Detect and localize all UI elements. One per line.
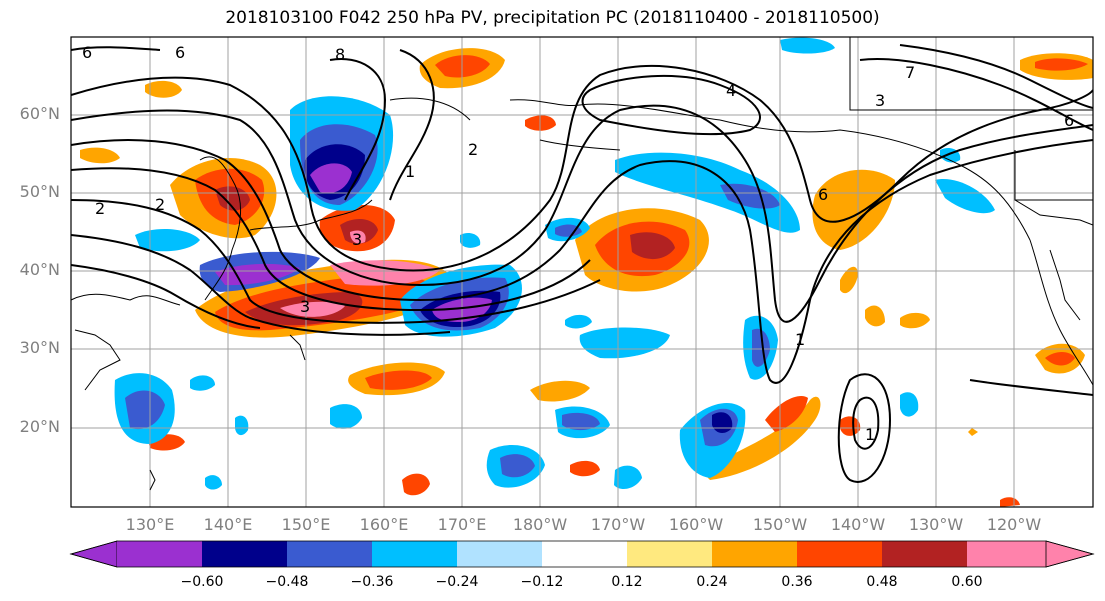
colorbar-tick: 0.24 bbox=[696, 574, 728, 590]
lon-label: 160°W bbox=[668, 515, 724, 534]
contour-labels: 6 8 1 2 3 4 6 6 1 2 3 3 1 2 7 6 bbox=[82, 43, 1074, 444]
lon-label: 180°W bbox=[512, 515, 568, 534]
contour-label: 7 bbox=[905, 63, 915, 82]
lon-label: 140°W bbox=[830, 515, 886, 534]
contour-label: 1 bbox=[795, 330, 805, 349]
lon-label: 170°W bbox=[590, 515, 646, 534]
lat-label: 60°N bbox=[19, 104, 60, 123]
colorbar-tick: −0.24 bbox=[435, 574, 479, 590]
lat-label: 30°N bbox=[19, 338, 60, 357]
lon-label: 150°W bbox=[752, 515, 808, 534]
coastlines bbox=[71, 37, 1093, 491]
colorbar-tick: −0.12 bbox=[520, 574, 564, 590]
colorbar-tick: −0.36 bbox=[350, 574, 394, 590]
lon-label: 130°W bbox=[908, 515, 964, 534]
lon-label: 150°E bbox=[281, 515, 331, 534]
lat-label: 20°N bbox=[19, 417, 60, 436]
colorbar-tick: 0.36 bbox=[781, 574, 813, 590]
colorbar-tick: 0.12 bbox=[611, 574, 643, 590]
lat-label: 40°N bbox=[19, 260, 60, 279]
contour-label: 3 bbox=[300, 297, 310, 316]
lat-label: 50°N bbox=[19, 182, 60, 201]
contour-label: 3 bbox=[875, 91, 885, 110]
contour-label: 6 bbox=[82, 43, 92, 62]
contour-label: 3 bbox=[352, 230, 362, 249]
lon-label: 160°E bbox=[359, 515, 409, 534]
map-frame bbox=[70, 36, 1094, 508]
lon-label: 120°W bbox=[986, 515, 1042, 534]
colorbar-tick: 0.60 bbox=[951, 574, 983, 590]
lon-label: 140°E bbox=[203, 515, 253, 534]
contour-label: 6 bbox=[1064, 111, 1074, 130]
map-title: 2018103100 F042 250 hPa PV, precipitatio… bbox=[225, 8, 880, 28]
contour-label: 2 bbox=[468, 140, 478, 159]
contour-label: 6 bbox=[818, 185, 828, 204]
contour-label: 8 bbox=[335, 45, 345, 64]
colorbar-tick: −0.48 bbox=[265, 574, 309, 590]
colorbar-tick: 0.48 bbox=[866, 574, 898, 590]
lon-label: 130°E bbox=[125, 515, 175, 534]
contour-label: 4 bbox=[726, 81, 736, 100]
contour-label: 1 bbox=[865, 425, 875, 444]
contour-label: 2 bbox=[95, 199, 105, 218]
contour-label: 6 bbox=[175, 43, 185, 62]
colorbar bbox=[69, 540, 1095, 568]
contour-label: 1 bbox=[405, 162, 415, 181]
lon-label: 170°E bbox=[437, 515, 487, 534]
colorbar-tick: −0.60 bbox=[180, 574, 224, 590]
pv-contours bbox=[71, 44, 1093, 483]
contour-label: 2 bbox=[155, 195, 165, 214]
